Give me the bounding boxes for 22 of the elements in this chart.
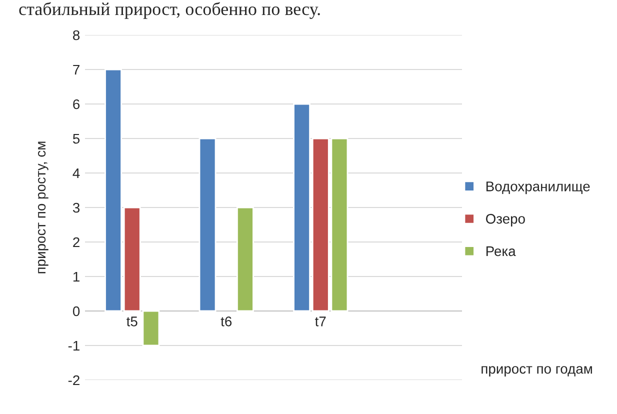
y-tick-label: 0: [72, 306, 80, 316]
y-tick-label: 2: [73, 237, 80, 248]
y-tick-label: -2: [68, 375, 80, 386]
bar: [236, 206, 254, 312]
x-axis-title: прирост по годам: [482, 366, 592, 376]
legend-label: Река: [486, 246, 516, 256]
y-tick-label: 6: [73, 99, 80, 110]
y-tick-label: 5: [72, 134, 80, 144]
y-tick-label: 7: [73, 64, 80, 75]
x-tick-label: t6: [220, 316, 232, 326]
x-tick-label: t7: [315, 316, 326, 326]
y-tick-label: -1: [68, 340, 80, 351]
y-tick-label: 1: [73, 272, 80, 282]
text: стабильный прирост, особенно по весу.: [19, 2, 320, 19]
x-tick-label: t5: [126, 316, 138, 326]
legend-label: Озеро: [486, 214, 525, 226]
y-axis-title: прирост по росту, см: [38, 142, 48, 274]
bar: [198, 138, 216, 312]
y-tick-label: 8: [73, 30, 80, 40]
y-tick-label: 4: [72, 168, 80, 178]
y-tick-label: 3: [72, 202, 80, 213]
legend-label: Водохранилище: [486, 182, 590, 194]
